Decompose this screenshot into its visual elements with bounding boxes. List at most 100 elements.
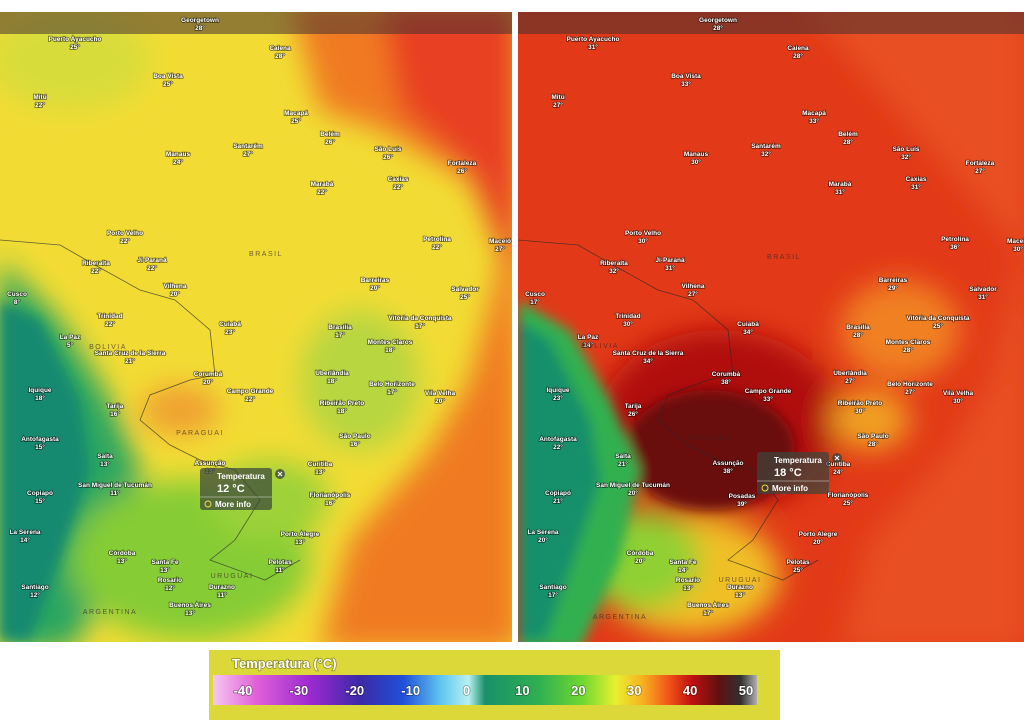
- city-name[interactable]: Caxias: [905, 175, 928, 184]
- map-right[interactable]: [518, 0, 1024, 650]
- city-name[interactable]: Posadas: [728, 492, 757, 501]
- city-name[interactable]: Antofagasta: [538, 435, 578, 444]
- city-name[interactable]: Caxias: [387, 175, 410, 184]
- city-name[interactable]: Iquique: [546, 386, 571, 395]
- city-name[interactable]: Marabá: [828, 180, 853, 189]
- city-name[interactable]: Caiena: [787, 44, 810, 53]
- city-name[interactable]: San Miguel de Tucumán: [77, 481, 153, 490]
- city-name[interactable]: Marabá: [310, 180, 335, 189]
- city-name[interactable]: Cusco: [524, 290, 545, 299]
- city-name[interactable]: Santarém: [750, 142, 781, 151]
- city-name[interactable]: La Paz: [59, 333, 82, 342]
- city-name[interactable]: Rosario: [157, 576, 183, 585]
- city-name[interactable]: Corumbá: [193, 370, 224, 379]
- city-name[interactable]: Caiena: [269, 44, 292, 53]
- city-name[interactable]: Brasília: [845, 323, 870, 332]
- city-name[interactable]: Assunção: [712, 459, 745, 468]
- city-name[interactable]: Porto Velho: [624, 229, 662, 238]
- city-name[interactable]: Maceió: [1006, 237, 1024, 246]
- city-name[interactable]: Assunção: [194, 459, 227, 468]
- city-name[interactable]: Belo Horizonte: [368, 380, 416, 389]
- city-name[interactable]: Vitória da Conquista: [906, 314, 971, 323]
- city-name[interactable]: Salta: [96, 452, 114, 461]
- city-name[interactable]: São Paulo: [338, 432, 371, 441]
- city-name[interactable]: Copiapó: [544, 489, 572, 498]
- city-name[interactable]: Trinidad: [615, 312, 642, 321]
- city-name[interactable]: Belo Horizonte: [886, 380, 934, 389]
- popup-link[interactable]: More info: [215, 500, 251, 509]
- city-name[interactable]: Barreiras: [360, 276, 391, 285]
- city-name[interactable]: Campo Grande: [744, 387, 793, 396]
- city-name[interactable]: Petrolina: [940, 235, 970, 244]
- city-name[interactable]: Mitú: [33, 93, 48, 102]
- city-name[interactable]: Santiago: [538, 583, 567, 592]
- city-name[interactable]: Campo Grande: [226, 387, 275, 396]
- city-name[interactable]: Santa Fe: [669, 558, 698, 567]
- city-name[interactable]: Uberlândia: [314, 369, 350, 378]
- city-name[interactable]: Iquique: [28, 386, 53, 395]
- city-name[interactable]: Salta: [614, 452, 632, 461]
- city-name[interactable]: Salvador: [968, 285, 998, 294]
- city-name[interactable]: Manaus: [165, 150, 191, 159]
- city-name[interactable]: Belém: [837, 130, 858, 139]
- city-name[interactable]: Georgetown: [698, 16, 738, 25]
- city-name[interactable]: Curitiba: [307, 460, 334, 469]
- city-name[interactable]: Santa Cruz de la Sierra: [94, 349, 167, 358]
- city-name[interactable]: Córdoba: [108, 549, 137, 558]
- city-name[interactable]: Ribeirão Preto: [837, 399, 883, 408]
- city-name[interactable]: Boa Vista: [152, 72, 183, 81]
- city-name[interactable]: Vila Velha: [424, 389, 456, 398]
- city-name[interactable]: Rosario: [675, 576, 701, 585]
- city-name[interactable]: La Serena: [527, 528, 560, 537]
- city-name[interactable]: Porto Alegre: [280, 530, 321, 539]
- city-name[interactable]: Porto Velho: [106, 229, 144, 238]
- city-name[interactable]: Fortaleza: [447, 159, 478, 168]
- city-name[interactable]: Puerto Ayacucho: [566, 35, 621, 44]
- city-name[interactable]: Cuiabá: [736, 320, 760, 329]
- city-name[interactable]: Macapá: [283, 109, 309, 118]
- city-name[interactable]: La Paz: [577, 333, 600, 342]
- city-name[interactable]: Belém: [319, 130, 340, 139]
- city-name[interactable]: Ji-Paraná: [655, 256, 686, 265]
- city-name[interactable]: Santa Cruz de la Sierra: [612, 349, 685, 358]
- city-name[interactable]: Buenos Aires: [168, 601, 212, 610]
- city-name[interactable]: Salvador: [450, 285, 480, 294]
- city-name[interactable]: Córdoba: [626, 549, 655, 558]
- city-name[interactable]: Maceió: [488, 237, 512, 246]
- city-name[interactable]: Porto Alegre: [798, 530, 839, 539]
- city-name[interactable]: Corumbá: [711, 370, 742, 379]
- city-name[interactable]: Cuiabá: [218, 320, 242, 329]
- city-name[interactable]: Mitú: [551, 93, 566, 102]
- city-name[interactable]: Vilhena: [681, 282, 706, 291]
- city-name[interactable]: Manaus: [683, 150, 709, 159]
- city-name[interactable]: Buenos Aires: [686, 601, 730, 610]
- city-name[interactable]: Ribeirão Preto: [319, 399, 365, 408]
- city-name[interactable]: San Miguel de Tucumán: [595, 481, 671, 490]
- city-name[interactable]: La Serena: [9, 528, 42, 537]
- city-name[interactable]: Durazno: [208, 583, 236, 592]
- city-name[interactable]: Santiago: [20, 583, 49, 592]
- city-name[interactable]: Pelotas: [786, 558, 811, 567]
- city-name[interactable]: São Paulo: [856, 432, 889, 441]
- city-name[interactable]: Brasília: [327, 323, 352, 332]
- city-name[interactable]: Vila Velha: [942, 389, 974, 398]
- city-name[interactable]: Florianópolis: [309, 491, 352, 500]
- city-name[interactable]: Santa Fe: [151, 558, 180, 567]
- city-name[interactable]: Montes Claros: [885, 338, 932, 347]
- city-name[interactable]: Trinidad: [97, 312, 124, 321]
- city-name[interactable]: Riberalta: [599, 259, 629, 268]
- city-name[interactable]: Cusco: [6, 290, 27, 299]
- popup-link[interactable]: More info: [772, 484, 808, 493]
- city-name[interactable]: Barreiras: [878, 276, 909, 285]
- city-name[interactable]: Santarém: [232, 142, 263, 151]
- city-name[interactable]: Uberlândia: [832, 369, 868, 378]
- city-name[interactable]: São Luís: [892, 145, 921, 154]
- city-name[interactable]: Pelotas: [268, 558, 293, 567]
- city-name[interactable]: Macapá: [801, 109, 827, 118]
- map-left[interactable]: [0, 0, 520, 650]
- city-name[interactable]: Florianópolis: [827, 491, 870, 500]
- city-name[interactable]: Boa Vista: [670, 72, 701, 81]
- city-name[interactable]: Tarija: [624, 402, 643, 411]
- city-name[interactable]: Ji-Paraná: [137, 256, 168, 265]
- city-name[interactable]: Riberalta: [81, 259, 111, 268]
